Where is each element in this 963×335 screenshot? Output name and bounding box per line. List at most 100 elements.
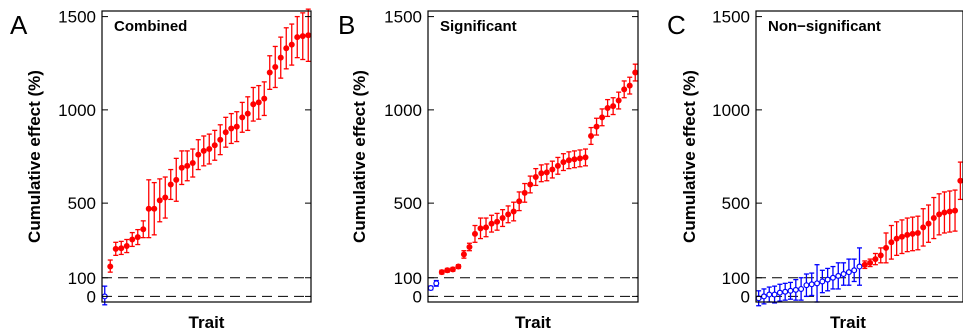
data-point (460, 251, 467, 258)
data-point (532, 174, 539, 181)
data-point (861, 261, 868, 268)
panel-letter: C (667, 10, 686, 40)
x-axis-label: Trait (515, 313, 551, 332)
data-point (856, 263, 863, 270)
data-point (272, 63, 279, 70)
data-point (167, 181, 174, 188)
y-tick-label: 100 (722, 269, 750, 288)
x-axis-label: Trait (189, 313, 225, 332)
data-point (893, 235, 900, 242)
panel-letter: A (10, 10, 28, 40)
data-point (941, 209, 948, 216)
data-point (829, 274, 836, 281)
data-point (888, 239, 895, 246)
data-point (189, 160, 196, 167)
data-point (427, 285, 434, 292)
y-tick-label: 500 (394, 194, 422, 213)
data-point (792, 286, 799, 293)
data-point (151, 205, 158, 212)
data-point (615, 97, 622, 104)
data-point (505, 211, 512, 218)
data-point (787, 287, 794, 294)
data-point (255, 99, 262, 106)
data-point (952, 207, 959, 214)
data-point (288, 41, 295, 48)
data-point (565, 157, 572, 164)
data-point (277, 54, 284, 61)
data-point (173, 176, 180, 183)
data-point (206, 146, 213, 153)
data-point (107, 263, 114, 270)
data-point (455, 263, 462, 270)
y-tick-label: 100 (394, 269, 422, 288)
panel-title: Combined (114, 18, 187, 35)
data-point (920, 224, 927, 231)
data-point (872, 256, 879, 263)
y-tick-label: 100 (68, 269, 96, 288)
data-point (466, 243, 473, 250)
data-point (521, 189, 528, 196)
data-point (129, 236, 136, 243)
data-point (510, 208, 517, 215)
y-tick-label: 1000 (58, 101, 96, 120)
data-point (449, 266, 456, 273)
panel-letter: B (338, 10, 355, 40)
data-point (798, 285, 805, 292)
data-point (217, 136, 224, 143)
data-point (444, 267, 451, 274)
data-point (261, 95, 268, 102)
data-point (471, 230, 478, 237)
data-point (112, 245, 119, 252)
y-tick-label: 1500 (712, 8, 750, 27)
y-tick-label: 0 (741, 287, 750, 306)
data-point (554, 162, 561, 169)
data-point (145, 205, 152, 212)
data-point (527, 181, 534, 188)
data-point (156, 197, 163, 204)
data-point (760, 293, 767, 300)
data-point (771, 291, 778, 298)
data-point (228, 125, 235, 132)
data-point (250, 101, 257, 108)
data-point (599, 114, 606, 121)
data-point (588, 132, 595, 139)
data-point (808, 281, 815, 288)
data-point (914, 229, 921, 236)
data-point (632, 69, 639, 76)
data-point (195, 151, 202, 158)
data-point (610, 103, 617, 110)
data-point (576, 155, 583, 162)
y-tick-label: 1500 (384, 8, 422, 27)
data-point (909, 230, 916, 237)
data-point (776, 289, 783, 296)
y-tick-label: 500 (722, 194, 750, 213)
data-point (162, 194, 169, 201)
data-point (488, 220, 495, 227)
data-point (239, 114, 246, 121)
plot-frame (755, 10, 963, 303)
data-point (560, 159, 567, 166)
data-point (845, 269, 852, 276)
data-point (883, 244, 890, 251)
data-point (626, 82, 633, 89)
y-tick-label: 0 (87, 287, 96, 306)
data-point (483, 224, 490, 231)
data-point (211, 142, 218, 149)
data-point (305, 32, 312, 39)
data-point (925, 220, 932, 227)
y-tick-label: 1000 (712, 101, 750, 120)
data-point (222, 129, 229, 136)
data-point (803, 282, 810, 289)
data-point (178, 164, 185, 171)
data-point (766, 291, 773, 298)
data-point (294, 34, 301, 41)
plot-frame (101, 10, 312, 303)
data-point (538, 170, 545, 177)
data-point (494, 218, 501, 225)
plot-frame (427, 10, 639, 303)
data-point (904, 231, 911, 238)
